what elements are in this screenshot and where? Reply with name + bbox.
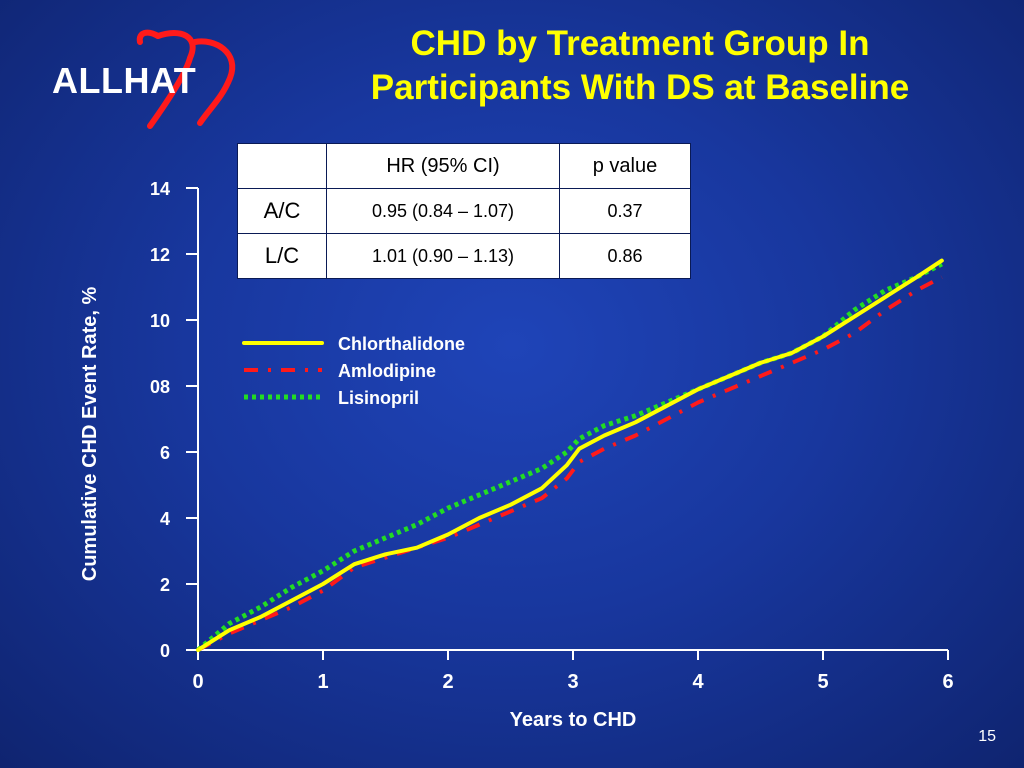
page-number: 15 xyxy=(978,728,996,745)
heart-icon xyxy=(147,30,196,129)
series-line-chlorthalidone xyxy=(196,258,944,652)
slide-title: CHD by Treatment Group In Participants W… xyxy=(300,22,980,110)
table-header-row: HR (95% CI) p value xyxy=(237,143,691,189)
table-header-cell xyxy=(237,143,327,189)
x-tick-label: 2 xyxy=(442,671,453,693)
x-tick-label: 6 xyxy=(942,671,953,693)
table-cell: L/C xyxy=(237,233,327,279)
legend-label: Amlodipine xyxy=(338,361,436,381)
hazard-ratio-table: HR (95% CI) p value A/C 0.95 (0.84 – 1.0… xyxy=(237,143,691,279)
table-cell: 0.86 xyxy=(559,233,691,279)
y-tick-label: 0 xyxy=(160,641,170,661)
y-tick-label: 10 xyxy=(150,311,170,331)
x-tick-label: 3 xyxy=(567,671,578,693)
series-line-amlodipine xyxy=(197,275,943,652)
y-axis-label: Cumulative CHD Event Rate, % xyxy=(79,287,101,582)
table-header-cell: p value xyxy=(559,143,691,189)
table-row: L/C 1.01 (0.90 – 1.13) 0.86 xyxy=(237,233,691,279)
table-cell: 0.95 (0.84 – 1.07) xyxy=(326,188,560,234)
x-axis-label: Years to CHD xyxy=(510,709,637,731)
chart-legend: Chlorthalidone Amlodipine Lisinopril xyxy=(242,334,465,408)
table-header-cell: HR (95% CI) xyxy=(326,143,560,189)
y-tick-label: 12 xyxy=(150,245,170,265)
y-tick-label: 4 xyxy=(160,509,170,529)
x-tick-label: 4 xyxy=(692,671,704,693)
legend-label: Lisinopril xyxy=(338,388,419,408)
table-cell: A/C xyxy=(237,188,327,234)
table-cell: 1.01 (0.90 – 1.13) xyxy=(326,233,560,279)
chart-series-lines xyxy=(196,258,944,652)
y-tick-label: 08 xyxy=(150,377,170,397)
x-tick-label: 5 xyxy=(817,671,828,693)
table-row: A/C 0.95 (0.84 – 1.07) 0.37 xyxy=(237,188,691,234)
legend-label: Chlorthalidone xyxy=(338,334,465,354)
allhat-logo xyxy=(136,29,236,129)
y-tick-label: 2 xyxy=(160,575,170,595)
x-tick-label: 1 xyxy=(317,671,328,693)
logo-text: ALLHAT xyxy=(52,60,197,101)
y-tick-label: 6 xyxy=(160,443,170,463)
title-line-1: CHD by Treatment Group In xyxy=(410,24,870,63)
table-cell: 0.37 xyxy=(559,188,691,234)
title-line-2: Participants With DS at Baseline xyxy=(370,68,910,107)
y-tick-label: 14 xyxy=(150,179,170,199)
x-tick-label: 0 xyxy=(192,671,203,693)
